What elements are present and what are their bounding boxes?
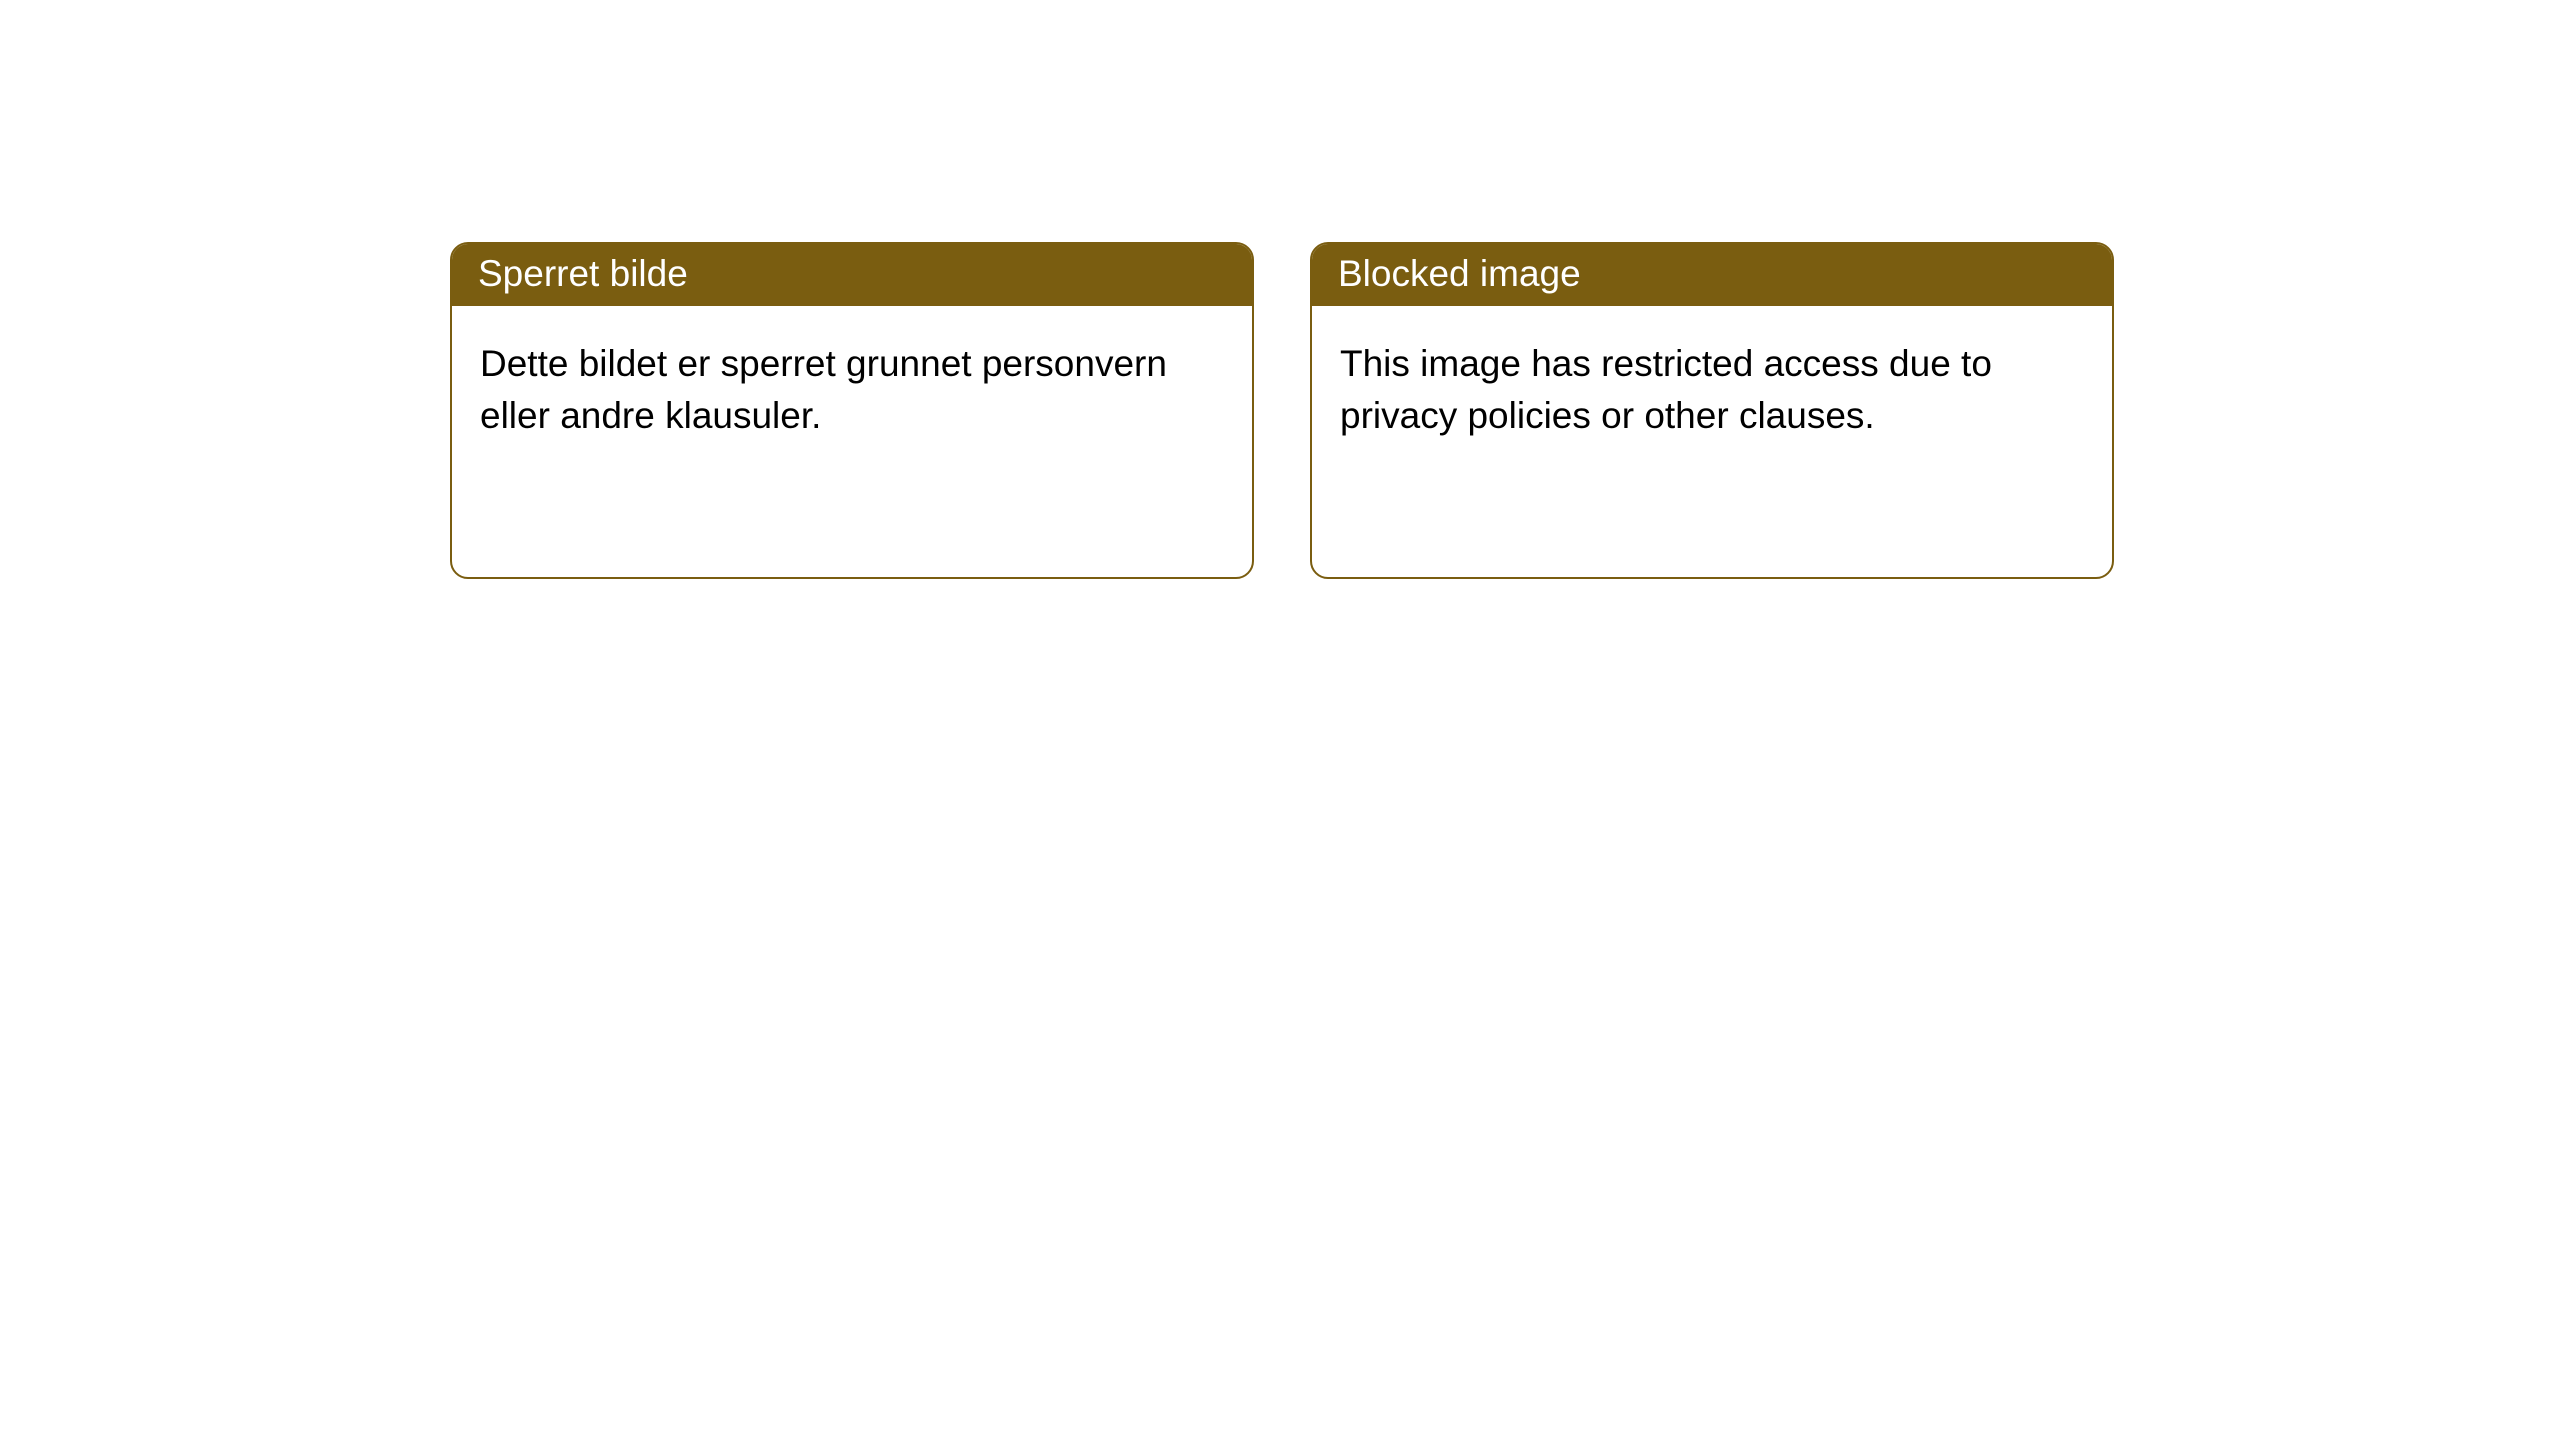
card-title: Sperret bilde: [478, 253, 688, 294]
card-body: Dette bildet er sperret grunnet personve…: [452, 306, 1252, 474]
blocked-image-card-en: Blocked image This image has restricted …: [1310, 242, 2114, 579]
card-body-text: This image has restricted access due to …: [1340, 343, 1992, 436]
card-header: Sperret bilde: [452, 244, 1252, 306]
card-header: Blocked image: [1312, 244, 2112, 306]
blocked-image-card-no: Sperret bilde Dette bildet er sperret gr…: [450, 242, 1254, 579]
cards-container: Sperret bilde Dette bildet er sperret gr…: [0, 0, 2560, 579]
card-title: Blocked image: [1338, 253, 1581, 294]
card-body: This image has restricted access due to …: [1312, 306, 2112, 474]
card-body-text: Dette bildet er sperret grunnet personve…: [480, 343, 1167, 436]
